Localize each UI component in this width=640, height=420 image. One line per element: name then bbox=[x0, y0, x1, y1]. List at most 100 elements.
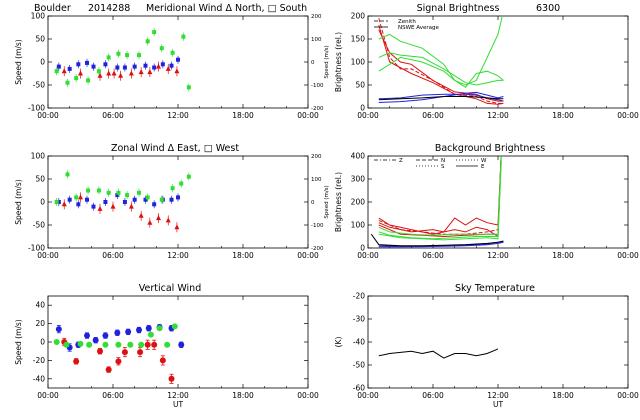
y-tick-label: -50 bbox=[33, 81, 45, 90]
panels: Meridional Wind Δ North, □ South 00:00 06:… bbox=[14, 3, 639, 409]
y-tick-label: 0 bbox=[360, 244, 365, 253]
chart-title: Zonal Wind Δ East, □ West bbox=[111, 143, 239, 154]
x-tick-label: 18:00 bbox=[552, 391, 574, 400]
right-y-tick-label: 0 bbox=[311, 60, 315, 66]
data-point-red bbox=[115, 358, 122, 365]
data-point-red bbox=[73, 358, 80, 365]
right-y-tick-label: 0 bbox=[311, 200, 315, 206]
data-point-blue bbox=[136, 327, 142, 334]
plot-area bbox=[54, 170, 191, 233]
data-point-blue bbox=[178, 341, 185, 348]
y-tick-label: 300 bbox=[351, 175, 366, 184]
x-tick-label: 06:00 bbox=[422, 111, 444, 120]
data-point-green bbox=[115, 341, 122, 348]
y-tick-label: 100 bbox=[31, 12, 46, 21]
series-line-red bbox=[378, 29, 504, 102]
series-line-red bbox=[378, 25, 504, 105]
y-tick-label: -100 bbox=[28, 244, 45, 253]
y-tick-label: -30 bbox=[353, 315, 365, 324]
series-line-blue bbox=[378, 93, 504, 102]
chart-title: Signal Brightness bbox=[417, 3, 500, 14]
series-line-black bbox=[378, 96, 504, 101]
x-tick-label: 00:00 bbox=[617, 251, 639, 260]
series-line-blue bbox=[378, 241, 504, 248]
right-y-tick-label: 200 bbox=[311, 14, 322, 20]
data-point-green bbox=[138, 341, 145, 348]
y-tick-label: 20 bbox=[35, 319, 45, 328]
chart-vertical: Vertical Wind 00:00 06:00 12:00 18:00 00:00 UT… bbox=[14, 283, 319, 409]
x-tick-label: 12:00 bbox=[167, 391, 189, 400]
y-tick-label: 0 bbox=[360, 104, 365, 113]
data-point-green bbox=[86, 341, 93, 348]
y-axis-label: Brightness (rel.) bbox=[334, 172, 343, 232]
right-y-tick-label: 100 bbox=[311, 177, 322, 183]
x-tick-label: 12:00 bbox=[487, 111, 509, 120]
chart-zonal: Zonal Wind Δ East, □ West 00:00 06:00 12:00… bbox=[14, 143, 330, 260]
y-tick-label: -50 bbox=[33, 221, 45, 230]
y-axis-label: Speed (m/s) bbox=[14, 179, 23, 225]
series-line-blue bbox=[378, 91, 504, 103]
right-y-axis-label: Speed (m/s) bbox=[324, 45, 330, 78]
series-line-green bbox=[378, 16, 503, 86]
y-tick-label: 200 bbox=[351, 198, 366, 207]
data-point-green bbox=[53, 339, 60, 345]
y-tick-label: 100 bbox=[351, 58, 366, 67]
x-tick-label: 18:00 bbox=[552, 251, 574, 260]
x-tick-label: 00:00 bbox=[297, 251, 319, 260]
legend-label: NSWE Average bbox=[398, 25, 439, 31]
right-y-tick-label: -100 bbox=[311, 83, 324, 89]
series-line-green bbox=[378, 156, 502, 236]
legend-label: W bbox=[481, 158, 487, 164]
y-tick-label: 50 bbox=[35, 35, 45, 44]
chart-background: Background Brightness 00:00 06:00 12:00 18:0… bbox=[334, 143, 639, 260]
x-tick-label: 18:00 bbox=[552, 111, 574, 120]
y-tick-label: 0 bbox=[40, 338, 45, 347]
data-point-green bbox=[164, 341, 171, 348]
data-point-green bbox=[156, 325, 163, 332]
x-tick-label: 00:00 bbox=[297, 391, 319, 400]
chart-title: Meridional Wind Δ North, □ South bbox=[146, 3, 307, 14]
plot-area bbox=[53, 323, 185, 384]
chart-sky: Sky Temperature 00:00 06:00 12:00 18:00 00:00… bbox=[334, 283, 639, 409]
y-tick-label: -40 bbox=[33, 374, 45, 383]
y-tick-label: 200 bbox=[351, 12, 366, 21]
y-axis-label: Brightness (rel.) bbox=[334, 32, 343, 92]
data-point-red bbox=[159, 357, 166, 364]
data-point-blue bbox=[84, 332, 90, 339]
data-point-green bbox=[171, 323, 178, 330]
x-tick-label: 00:00 bbox=[617, 391, 639, 400]
data-point-green bbox=[102, 341, 109, 348]
y-axis-label: (K) bbox=[334, 337, 343, 348]
data-point-green bbox=[147, 331, 154, 338]
x-tick-label: 12:00 bbox=[487, 251, 509, 260]
data-point-red bbox=[151, 341, 158, 348]
series-line-black bbox=[378, 348, 499, 359]
data-point-blue bbox=[114, 329, 121, 336]
y-tick-label: -50 bbox=[353, 361, 365, 370]
data-point-green bbox=[77, 340, 84, 347]
legend-label: E bbox=[481, 164, 485, 170]
y-tick-label: -20 bbox=[33, 356, 45, 365]
right-y-tick-label: 100 bbox=[311, 37, 322, 43]
x-tick-label: 12:00 bbox=[167, 111, 189, 120]
plot-frame bbox=[367, 295, 629, 389]
x-tick-label: 00:00 bbox=[37, 251, 59, 260]
x-tick-label: 12:00 bbox=[167, 251, 189, 260]
series-line-red bbox=[378, 18, 504, 104]
x-tick-label: 00:00 bbox=[617, 111, 639, 120]
data-point-red bbox=[97, 348, 103, 355]
x-tick-label: 00:00 bbox=[357, 391, 379, 400]
data-point-red bbox=[137, 349, 144, 356]
x-axis-label: UT bbox=[493, 400, 503, 409]
y-tick-label: 50 bbox=[355, 81, 365, 90]
data-point-green bbox=[63, 341, 70, 348]
data-point-blue bbox=[145, 325, 152, 332]
legend-label: Zenith bbox=[398, 19, 416, 25]
data-point-blue bbox=[102, 332, 109, 339]
y-tick-label: 100 bbox=[351, 221, 366, 230]
data-point-red bbox=[144, 341, 151, 348]
x-tick-label: 18:00 bbox=[232, 391, 254, 400]
y-tick-label: 0 bbox=[40, 58, 45, 67]
x-axis-label: UT bbox=[173, 400, 183, 409]
x-tick-label: 00:00 bbox=[297, 111, 319, 120]
